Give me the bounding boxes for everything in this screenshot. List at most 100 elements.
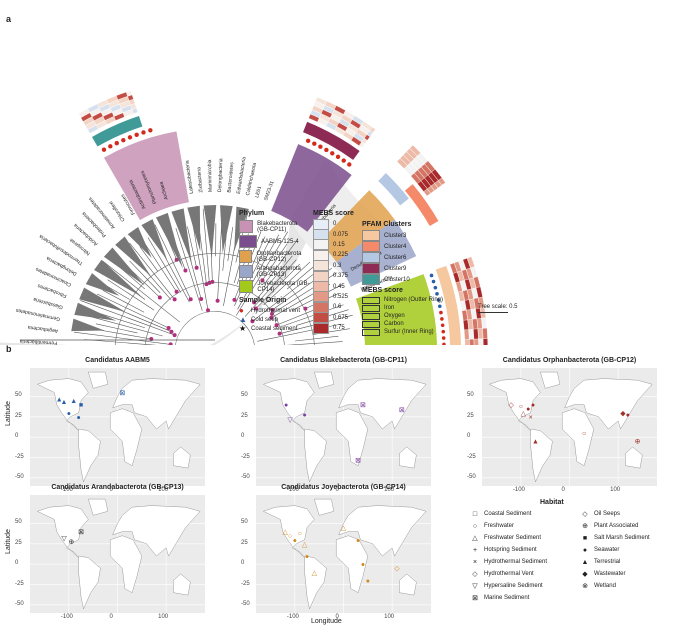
habitat-symbol-icon: ⊕: [582, 523, 588, 530]
continent: [173, 446, 191, 469]
ring-label: Nitrogen (Outter Ring): [384, 297, 444, 303]
mebs-legend-item: 0: [313, 218, 363, 230]
branch: [139, 246, 159, 272]
branch: [142, 240, 177, 292]
branch: [286, 263, 317, 290]
tree-scale-label: Tree scale: 0.5: [478, 304, 518, 310]
habitat-symbol-icon: △: [472, 535, 478, 542]
mebs-label: 0.15: [333, 241, 345, 248]
mebs-cell: [462, 289, 470, 301]
x-tick-label: -100: [286, 487, 299, 493]
mebs-cell: [353, 132, 365, 143]
mebs-cell: [473, 328, 479, 340]
sample-point: ○: [288, 533, 292, 540]
phylum-legend-title: Phylum: [239, 210, 265, 217]
mebs-cell: [94, 116, 106, 125]
mebs-cell: [342, 131, 354, 141]
vent-dot: [114, 140, 119, 146]
mebs-cell: [317, 117, 329, 127]
mebs-swatch: [313, 239, 329, 251]
mebs-cell: [458, 259, 467, 271]
vent-dot: [121, 137, 126, 143]
mebs-cell: [469, 338, 475, 345]
phylum-legend-item: Orphanbacterota (GB-CP12): [239, 249, 311, 264]
node-dot: [252, 300, 257, 305]
origin-dot: [435, 292, 439, 296]
mebs-cell: [464, 329, 470, 340]
habitat-legend-item: ⊕ Plant Associated: [580, 520, 680, 532]
mebs-cell: [100, 107, 113, 117]
mebs-cell: [336, 122, 348, 132]
y-tick-label: 50: [241, 519, 248, 526]
mebs-cell: [334, 126, 346, 136]
habitat-label: Hydrothermal Sediment: [484, 559, 548, 565]
mebs-cell: [427, 171, 439, 184]
mebs-cell: [121, 104, 133, 113]
sample-point: ◇: [394, 566, 400, 573]
sample-point: ●: [302, 412, 306, 419]
mebs-cell: [482, 327, 488, 339]
y-tick-label: 0: [15, 433, 19, 440]
node-dot: [250, 319, 255, 324]
phylum-swatch: [239, 220, 254, 233]
habitat-label: Coastal Sediment: [484, 511, 532, 517]
node-dot: [194, 265, 199, 270]
mebs-cell: [313, 101, 326, 110]
mebs-cell: [477, 328, 484, 340]
collapsed-clade: [156, 212, 183, 269]
pfam-swatch: [362, 274, 380, 285]
map-title: Candidatus Arandabacterota (GB-CP13): [51, 484, 184, 491]
mebs-swatch: [313, 322, 329, 334]
ring-swatch: [362, 328, 380, 336]
mebs-cell: [455, 281, 463, 293]
tree-arc: [145, 282, 285, 345]
branch: [235, 231, 289, 316]
mebs-swatch: [313, 291, 329, 303]
continent: [488, 378, 541, 431]
pfam-band: [404, 184, 439, 226]
mebs-cell: [122, 109, 134, 118]
branch: [295, 335, 339, 342]
mebs-legend-item: 0.675: [313, 312, 363, 324]
ring-legend-item: Carbon: [362, 320, 462, 328]
sample-point: ●: [626, 412, 630, 419]
vent-dot: [305, 138, 311, 143]
pfam-legend-item: Cluster4: [362, 241, 462, 252]
sample-point: ▲: [56, 396, 63, 403]
mebs-label: 0: [333, 221, 337, 228]
origin-dot: [442, 342, 446, 345]
pfam-swatch: [362, 230, 380, 241]
mebs-cell: [113, 112, 125, 121]
pfam-swatch: [362, 241, 380, 252]
mebs-cell: [125, 90, 133, 97]
mebs-cell: [464, 339, 470, 345]
world-map: ● ▽ ● ⊠ ⊠ ⊠: [256, 368, 431, 486]
map-svg: ▲▲ ▲■●●⊠: [30, 368, 205, 486]
tree-branches: [20, 205, 353, 345]
mebs-cell: [413, 155, 425, 168]
mebs-cell: [430, 183, 439, 191]
origin-legend-item: ★ Coastal sediment: [239, 324, 311, 333]
mebs-legend-item: 0.075: [313, 229, 363, 241]
habitat-symbol-icon: ▲: [581, 558, 589, 566]
top-clade-label: Marinimicrobia: [207, 159, 214, 192]
pfam-label: Cluster6: [384, 254, 407, 261]
mebs-cell: [369, 126, 376, 134]
collapsed-clade: [220, 205, 233, 254]
vent-dot: [335, 154, 341, 160]
phylum-legend: Phylum Blakebacterota (GB-CP11) AABM5-125…: [239, 210, 311, 333]
node-dot: [199, 296, 204, 301]
ring-label: Surfur (Inner Ring): [384, 329, 434, 335]
mebs-cell: [417, 180, 428, 192]
y-tick-label: -50: [15, 473, 24, 480]
ring-label: Oxygen: [384, 313, 405, 319]
sample-point: ●: [356, 537, 360, 544]
y-tick-label: -25: [241, 580, 250, 587]
tree-arc: [175, 311, 255, 345]
sample-point: ●: [305, 554, 309, 561]
branch: [227, 227, 234, 262]
mebs-cell: [96, 120, 108, 130]
mebs-cell: [350, 136, 362, 146]
habitat-label: Seawater: [594, 547, 620, 553]
vent-dot: [101, 147, 107, 152]
